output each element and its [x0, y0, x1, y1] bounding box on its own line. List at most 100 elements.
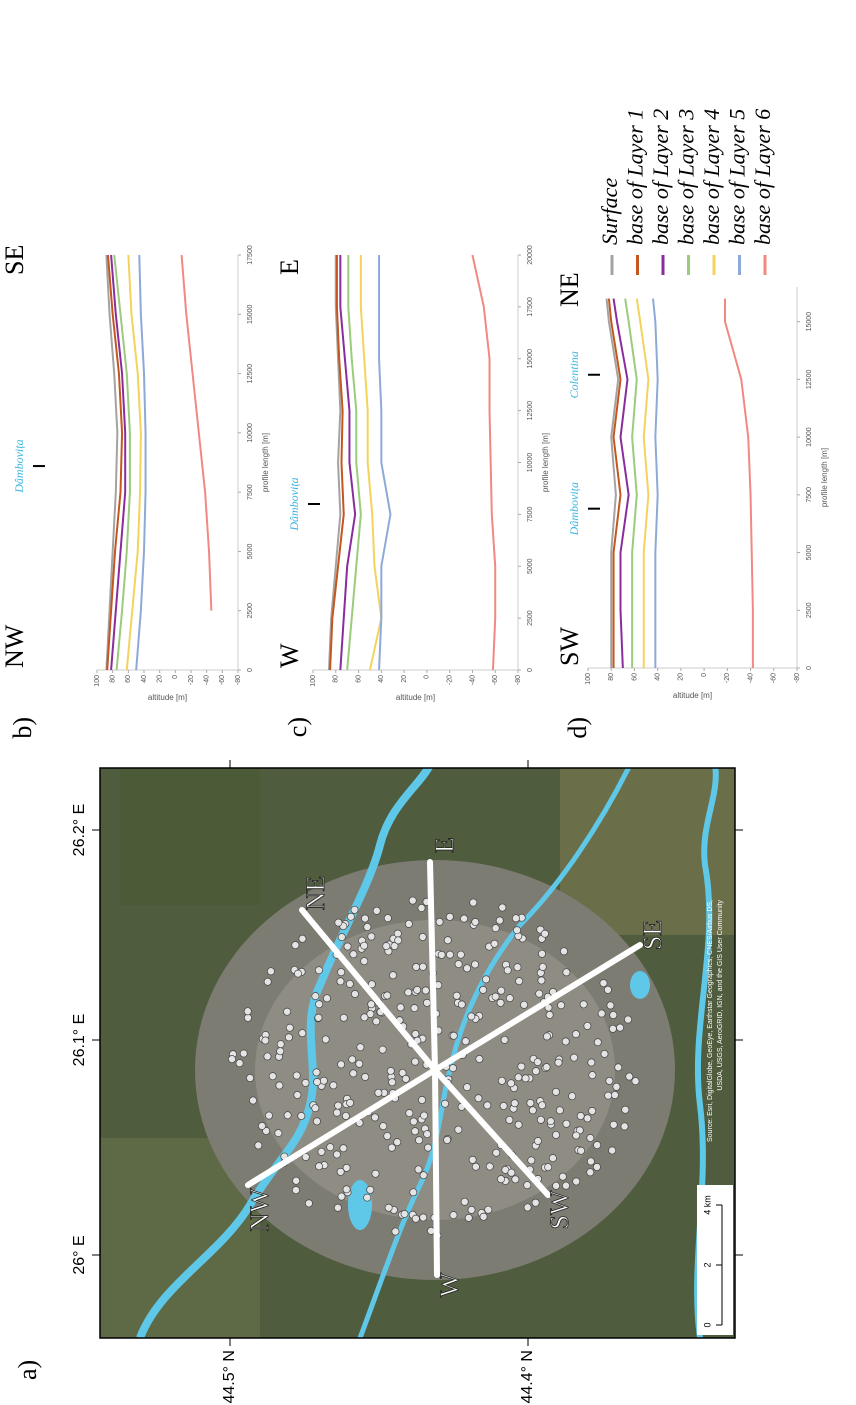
borehole: [411, 1004, 418, 1011]
y-tick-label: 80: [333, 675, 340, 683]
borehole: [330, 1082, 337, 1089]
x-tick-label: 2500: [247, 603, 254, 619]
borehole: [539, 1102, 546, 1109]
borehole: [293, 1072, 300, 1079]
borehole: [379, 1046, 386, 1053]
borehole: [472, 918, 479, 925]
borehole: [546, 1011, 553, 1018]
x-axis-title: profile length [m]: [541, 433, 550, 492]
borehole: [532, 1068, 539, 1075]
borehole: [388, 1144, 395, 1151]
borehole: [480, 986, 487, 993]
profile-line: [435, 1070, 437, 1275]
borehole: [534, 1137, 541, 1144]
borehole: [508, 1169, 515, 1176]
borehole: [577, 1112, 584, 1119]
borehole: [521, 1001, 528, 1008]
borehole: [385, 1204, 392, 1211]
borehole: [423, 999, 430, 1006]
borehole: [587, 1134, 594, 1141]
borehole: [528, 1157, 535, 1164]
borehole: [424, 1131, 431, 1138]
borehole: [405, 989, 412, 996]
x-tick-label: 17500: [247, 245, 254, 265]
borehole: [507, 1080, 514, 1087]
x-tick-label: 12500: [247, 364, 254, 384]
borehole: [315, 1163, 322, 1170]
borehole: [410, 1189, 417, 1196]
borehole: [500, 1102, 507, 1109]
profile-line: [379, 255, 390, 670]
borehole: [441, 1100, 448, 1107]
borehole: [463, 1084, 470, 1091]
borehole: [458, 1001, 465, 1008]
borehole: [277, 1041, 284, 1048]
x-tick-label: 0: [527, 668, 534, 672]
borehole: [392, 1228, 399, 1235]
borehole: [415, 1137, 422, 1144]
borehole: [410, 1118, 417, 1125]
borehole: [605, 1092, 612, 1099]
borehole: [615, 1064, 622, 1071]
y-tick-label: -20: [724, 673, 731, 683]
borehole: [446, 951, 453, 958]
borehole: [284, 1008, 291, 1015]
borehole: [298, 1112, 305, 1119]
borehole: [368, 933, 375, 940]
borehole: [236, 1060, 243, 1067]
borehole: [543, 1033, 550, 1040]
borehole: [463, 965, 470, 972]
borehole: [593, 1163, 600, 1170]
y-tick-label: -80: [235, 675, 242, 685]
borehole: [626, 1073, 633, 1080]
borehole: [469, 1156, 476, 1163]
profile-label: E: [430, 837, 459, 853]
borehole: [344, 943, 351, 950]
x-tick-label: 10000: [806, 427, 813, 447]
y-tick-label: 40: [378, 675, 385, 683]
borehole: [269, 1073, 276, 1080]
legend-label: base of Layer 3: [674, 109, 699, 245]
borehole: [356, 1060, 363, 1067]
borehole: [543, 1064, 550, 1071]
borehole: [293, 1177, 300, 1184]
borehole: [418, 904, 425, 911]
rotated-figure: NW NE E SE SW W 0 2 4 km Source: Esri, D…: [0, 109, 829, 1404]
borehole: [580, 1001, 587, 1008]
y-tick-label: 60: [355, 675, 362, 683]
borehole: [457, 951, 464, 958]
borehole: [455, 1126, 462, 1133]
borehole: [470, 899, 477, 906]
borehole: [367, 1010, 374, 1017]
borehole: [246, 1074, 253, 1081]
borehole: [299, 1030, 306, 1037]
borehole: [492, 993, 499, 1000]
borehole: [276, 1082, 283, 1089]
borehole: [292, 941, 299, 948]
borehole: [315, 1014, 322, 1021]
borehole: [475, 1095, 482, 1102]
borehole: [552, 1131, 559, 1138]
borehole: [563, 1120, 570, 1127]
borehole: [471, 961, 478, 968]
borehole: [518, 1063, 525, 1070]
borehole: [607, 1002, 614, 1009]
borehole: [350, 1070, 357, 1077]
borehole: [455, 960, 462, 967]
borehole: [411, 1128, 418, 1135]
borehole: [312, 1105, 319, 1112]
borehole: [361, 958, 368, 965]
borehole: [338, 1061, 345, 1068]
borehole: [552, 1182, 559, 1189]
borehole: [337, 978, 344, 985]
borehole: [420, 1214, 427, 1221]
borehole: [446, 913, 453, 920]
borehole: [506, 1116, 513, 1123]
y-axis-title: altitude [m]: [673, 691, 712, 700]
borehole: [262, 1037, 269, 1044]
borehole: [476, 1055, 483, 1062]
borehole: [401, 1210, 408, 1217]
borehole: [389, 972, 396, 979]
y-axis-title: altitude [m]: [148, 693, 187, 702]
borehole: [514, 964, 521, 971]
